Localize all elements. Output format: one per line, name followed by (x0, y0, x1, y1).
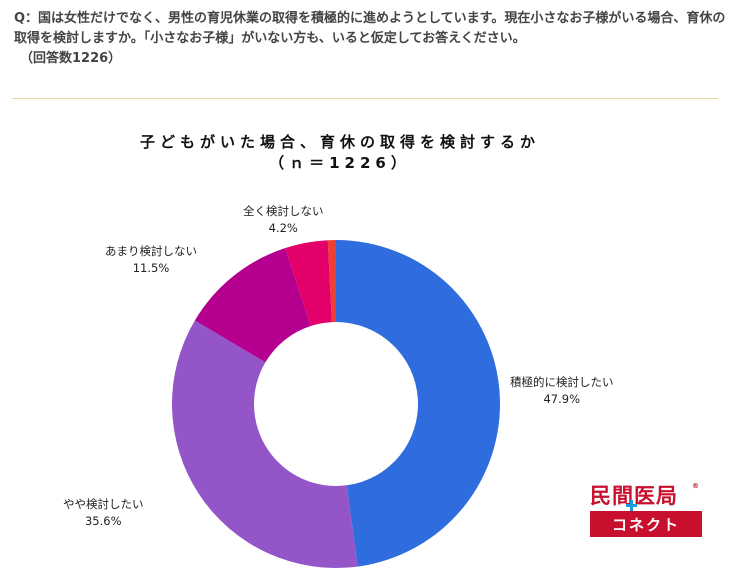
donut-slice-4 (327, 240, 336, 323)
chart-subtitle: （ｎ＝1226） (269, 154, 411, 172)
divider (12, 98, 718, 99)
slice-label-text: 全く検討しない (243, 204, 324, 218)
slice-label-text: あまり検討しない (105, 244, 197, 258)
slice-label-value: 47.9% (543, 392, 581, 406)
medical-cross-icon (626, 500, 637, 511)
brand-logo: 民間医局 ® コネクト (590, 482, 702, 538)
logo-bottom-text: コネクト (611, 515, 680, 534)
chart-title: 子どもがいた場合、育休の取得を検討するか (139, 133, 540, 151)
slice-label-value: 4.2% (268, 221, 298, 235)
donut-slice-3 (285, 240, 332, 327)
logo-top: 民間医局 ® (590, 482, 702, 511)
slice-label-text: 積極的に検討したい (510, 375, 614, 389)
slice-label-text: やや検討したい (63, 497, 144, 511)
question-body: Q：国は女性だけでなく、男性の育児休業の取得を積極的に進めようとしています。現在… (14, 11, 726, 46)
slice-label-not-at-all: 全く検討しない 4.2% (243, 203, 324, 237)
slice-label-somewhat-positive: やや検討したい 35.6% (63, 496, 144, 530)
response-count: （回答数1226） (20, 51, 122, 66)
donut-slice-0 (336, 240, 500, 567)
question-text: Q：国は女性だけでなく、男性の育児休業の取得を積極的に進めようとしています。現在… (14, 9, 734, 69)
donut-slice-2 (194, 248, 311, 363)
slice-label-not-much: あまり検討しない 11.5% (105, 243, 197, 277)
slice-label-value: 11.5% (132, 261, 170, 275)
logo-registered-mark: ® (692, 482, 700, 490)
donut-slice-1 (172, 320, 358, 568)
slice-label-very-positive: 積極的に検討したい 47.9% (510, 374, 614, 408)
slice-label-value: 35.6% (84, 514, 122, 528)
logo-bottom: コネクト (590, 511, 702, 537)
